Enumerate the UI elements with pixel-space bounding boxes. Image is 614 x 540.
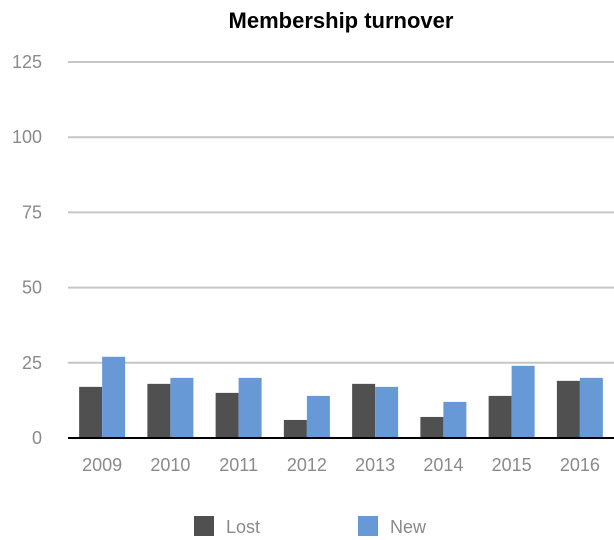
legend: Lost New bbox=[194, 516, 427, 537]
bar-lost-2013 bbox=[352, 383, 376, 438]
bar-lost-2010 bbox=[147, 383, 171, 438]
legend-swatch-new bbox=[358, 516, 378, 536]
x-tick-label: 2009 bbox=[82, 455, 122, 475]
bar-lost-2012 bbox=[283, 419, 307, 438]
x-tick-label: 2016 bbox=[560, 455, 600, 475]
bar-new-2015 bbox=[511, 365, 535, 438]
bar-new-2010 bbox=[170, 377, 194, 438]
bar-new-2016 bbox=[579, 377, 603, 438]
y-tick-label: 75 bbox=[22, 202, 42, 222]
x-tick-label: 2010 bbox=[150, 455, 190, 475]
bar-lost-2016 bbox=[556, 380, 580, 438]
x-tick-label: 2012 bbox=[287, 455, 327, 475]
x-tick-label: 2013 bbox=[355, 455, 395, 475]
bar-new-2013 bbox=[375, 386, 399, 438]
bar-new-2009 bbox=[102, 356, 126, 438]
y-tick-label: 125 bbox=[12, 52, 42, 72]
y-tick-label: 50 bbox=[22, 278, 42, 298]
legend-label-new: New bbox=[390, 517, 427, 537]
bars bbox=[79, 356, 603, 438]
bar-lost-2009 bbox=[79, 386, 103, 438]
bar-new-2011 bbox=[238, 377, 262, 438]
legend-label-lost: Lost bbox=[226, 517, 260, 537]
bar-lost-2015 bbox=[488, 395, 512, 438]
bar-lost-2014 bbox=[420, 416, 444, 438]
bar-new-2014 bbox=[443, 401, 467, 438]
bar-new-2012 bbox=[306, 395, 330, 438]
gridlines bbox=[68, 61, 614, 364]
y-tick-label: 0 bbox=[32, 428, 42, 448]
y-tick-label: 100 bbox=[12, 127, 42, 147]
legend-swatch-lost bbox=[194, 516, 214, 536]
y-tick-label: 25 bbox=[22, 353, 42, 373]
bar-lost-2011 bbox=[215, 392, 239, 438]
x-tick-label: 2011 bbox=[219, 455, 258, 475]
x-axis-tick-labels: 2009 2010 2011 2012 2013 2014 2015 2016 bbox=[82, 455, 600, 475]
y-axis-tick-labels: 0 25 50 75 100 125 bbox=[12, 52, 42, 448]
x-tick-label: 2014 bbox=[423, 455, 463, 475]
x-tick-label: 2015 bbox=[492, 455, 532, 475]
chart-title: Membership turnover bbox=[229, 8, 454, 33]
